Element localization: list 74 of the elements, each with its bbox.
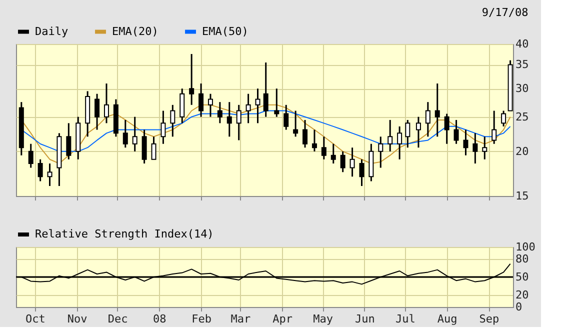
x-tick-label: Mar [230, 312, 251, 326]
y-tick-label: 20 [516, 288, 529, 302]
candlestick [208, 93, 213, 118]
y-tick-label: 25 [516, 110, 529, 124]
candlestick [246, 93, 251, 124]
y-tick-label: 20 [516, 144, 529, 158]
legend-label: Relative Strength Index(14) [35, 228, 214, 240]
candlestick [66, 122, 72, 160]
candlestick [170, 104, 176, 138]
candlestick [330, 143, 336, 164]
candlestick [217, 101, 222, 124]
x-tick-label: 08 [153, 312, 166, 326]
x-tick-label: May [313, 312, 334, 326]
candlestick [198, 82, 204, 118]
x-tick-label: Oct [25, 312, 46, 326]
legend-label: Daily [35, 24, 68, 38]
candlestick [501, 110, 506, 128]
y-tick-label: 80 [516, 252, 529, 266]
x-tick-label: Nov [67, 312, 88, 326]
candlestick [122, 119, 128, 148]
candlestick [38, 158, 43, 182]
candlestick [434, 82, 440, 138]
candlestick [94, 93, 100, 131]
candlestick [142, 129, 147, 164]
candlestick [444, 113, 450, 145]
candlestick [350, 146, 355, 178]
candlestick [274, 88, 280, 118]
candlestick [482, 136, 488, 160]
candlestick [425, 101, 430, 138]
x-tick-label: Apr [272, 312, 293, 326]
candlestick [263, 62, 268, 118]
x-tick-label: Sep [479, 312, 500, 326]
candlestick [359, 158, 364, 187]
text: 9/17/08 [482, 6, 528, 19]
y-tick-label: 40 [516, 38, 529, 50]
candlestick [132, 116, 138, 152]
x-tick-label: Feb [192, 312, 212, 326]
candlestick [302, 119, 308, 148]
candlestick [312, 129, 317, 152]
candlestick [189, 53, 194, 106]
candlestick [397, 126, 402, 160]
candlestick [340, 150, 346, 173]
x-tick-label: Jul [396, 312, 416, 326]
candlestick [454, 119, 459, 145]
candlestick [104, 82, 109, 124]
candlestick [492, 110, 497, 145]
candlestick [293, 110, 298, 138]
candlestick [321, 136, 326, 160]
y-tick-label: 100 [516, 240, 536, 254]
x-tick-label: Aug [437, 312, 458, 326]
x-tick-label: Dec [108, 312, 128, 326]
candlestick [28, 143, 34, 168]
candlestick [160, 110, 166, 145]
candlestick [236, 104, 242, 141]
candlestick [405, 119, 410, 148]
y-tick-label: 15 [516, 190, 529, 202]
candlestick [151, 136, 156, 160]
legend-label: EMA(50) [202, 24, 248, 38]
x-tick-label: Jun [355, 312, 375, 326]
y-tick-label: 30 [516, 82, 529, 96]
y-tick-label: 35 [516, 58, 529, 72]
candlestick [378, 136, 384, 168]
candlestick [416, 116, 421, 148]
candlestick [180, 88, 185, 124]
candlestick [226, 101, 232, 138]
candlestick [47, 162, 52, 187]
candlestick [472, 132, 478, 164]
candlestick [255, 88, 260, 124]
candlestick [284, 104, 289, 131]
candlestick [463, 129, 468, 156]
legend-label: EMA(20) [112, 24, 158, 38]
y-tick-label: 50 [516, 270, 529, 284]
y-tick-label: 0 [516, 300, 522, 314]
candlestick [388, 119, 393, 152]
